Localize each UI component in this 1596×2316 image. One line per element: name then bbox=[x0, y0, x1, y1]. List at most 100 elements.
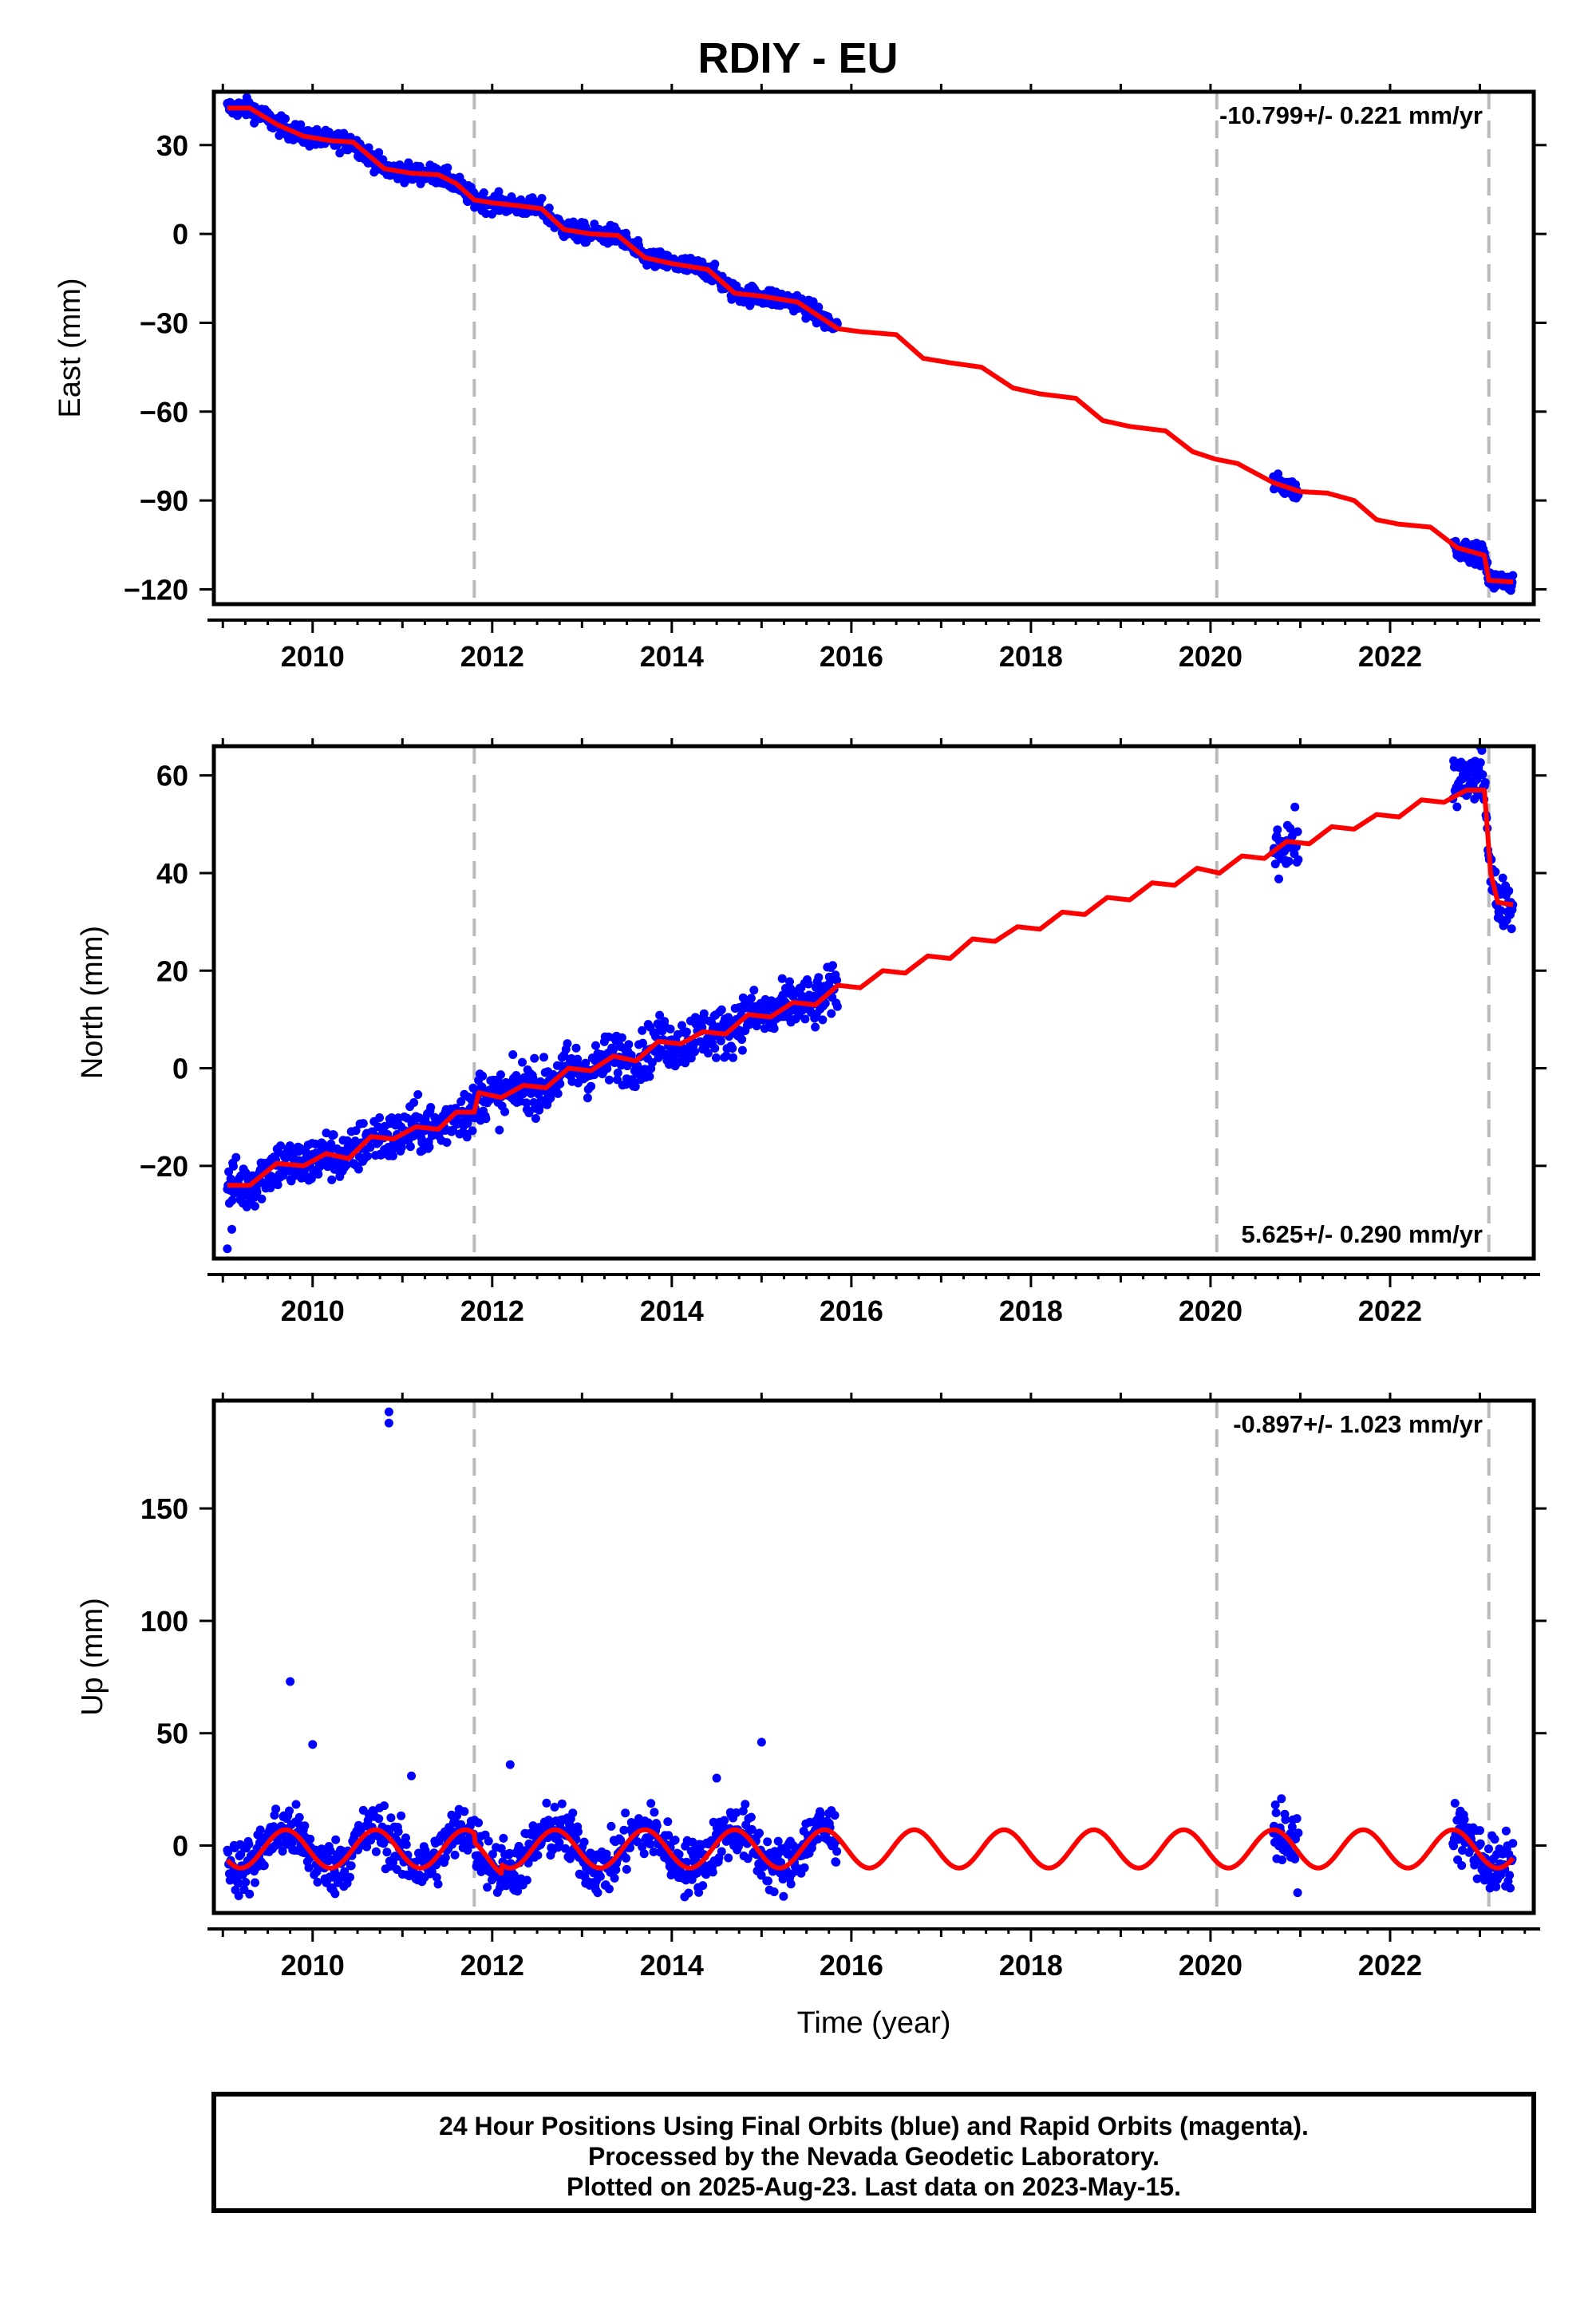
data-point bbox=[1290, 802, 1300, 812]
data-point bbox=[499, 1833, 508, 1843]
data-point bbox=[460, 1807, 469, 1816]
data-point bbox=[306, 1834, 315, 1844]
data-point bbox=[1476, 1826, 1484, 1836]
data-point bbox=[743, 1854, 753, 1863]
data-point bbox=[1484, 1844, 1493, 1854]
data-point bbox=[1270, 860, 1280, 869]
data-point bbox=[1294, 1828, 1303, 1838]
data-point bbox=[602, 1064, 612, 1073]
data-point bbox=[757, 1871, 766, 1880]
data-point bbox=[227, 1224, 237, 1234]
plot-area bbox=[223, 746, 1518, 1259]
data-point bbox=[681, 1027, 691, 1037]
data-point bbox=[595, 1871, 605, 1881]
model-line bbox=[225, 1827, 1515, 1876]
x-tick-label: 2020 bbox=[1179, 1949, 1242, 1982]
x-axis-label: Time (year) bbox=[797, 2006, 951, 2040]
data-point bbox=[694, 1887, 704, 1897]
x-tick-label: 2012 bbox=[460, 640, 524, 673]
y-tick-label: 0 bbox=[172, 1053, 188, 1085]
data-point bbox=[716, 1036, 725, 1045]
data-point bbox=[738, 1806, 748, 1816]
data-point bbox=[827, 1009, 836, 1018]
data-point bbox=[1501, 1826, 1511, 1836]
data-point bbox=[708, 1867, 717, 1877]
data-point bbox=[241, 1878, 251, 1887]
data-point bbox=[313, 1877, 322, 1887]
x-tick-label: 2022 bbox=[1358, 1949, 1422, 1982]
data-point bbox=[1281, 1815, 1290, 1824]
data-point bbox=[732, 1808, 741, 1817]
data-point bbox=[555, 1079, 565, 1089]
data-point bbox=[593, 1888, 602, 1898]
data-point bbox=[755, 1828, 764, 1838]
data-point bbox=[557, 1799, 567, 1808]
data-point bbox=[710, 259, 720, 269]
data-point bbox=[800, 1863, 809, 1872]
data-point bbox=[611, 1865, 621, 1875]
rate-annotation: -0.897+/- 1.023 mm/yr bbox=[1233, 1410, 1483, 1438]
processing-note: Processed by the Nevada Geodetic Laborat… bbox=[587, 2142, 1160, 2171]
data-point bbox=[1460, 1815, 1469, 1824]
data-point bbox=[231, 1152, 241, 1162]
data-point bbox=[561, 1844, 570, 1853]
data-point bbox=[405, 1142, 415, 1152]
data-point bbox=[613, 1068, 622, 1077]
x-tick-label: 2018 bbox=[999, 1949, 1063, 1982]
data-point bbox=[296, 120, 306, 129]
data-point bbox=[630, 1082, 640, 1092]
data-point bbox=[717, 1005, 726, 1014]
y-tick-label: −120 bbox=[124, 573, 188, 606]
data-point bbox=[720, 1816, 729, 1825]
data-point bbox=[533, 1851, 543, 1860]
data-point bbox=[524, 1109, 534, 1117]
data-point bbox=[587, 1081, 596, 1091]
data-point bbox=[440, 1853, 450, 1863]
data-point bbox=[294, 1812, 304, 1822]
rate-annotation: 5.625+/- 0.290 mm/yr bbox=[1242, 1220, 1483, 1248]
data-point bbox=[346, 1861, 356, 1871]
data-point bbox=[384, 1407, 393, 1417]
data-point bbox=[613, 1075, 622, 1085]
data-point bbox=[276, 1141, 285, 1151]
plot-frame bbox=[211, 89, 1536, 607]
data-point bbox=[371, 1847, 381, 1856]
data-point bbox=[365, 1143, 375, 1152]
data-point bbox=[688, 1837, 697, 1847]
data-point bbox=[484, 1836, 493, 1846]
data-point bbox=[494, 187, 504, 196]
data-point bbox=[522, 1098, 531, 1108]
data-point bbox=[409, 1098, 419, 1107]
data-point bbox=[655, 1010, 665, 1020]
data-point bbox=[717, 1847, 726, 1856]
data-point bbox=[763, 1837, 772, 1847]
data-point bbox=[1491, 1882, 1501, 1891]
data-point bbox=[314, 1169, 323, 1179]
data-point bbox=[358, 1119, 368, 1128]
y-tick-label: 0 bbox=[172, 1830, 188, 1863]
data-point bbox=[553, 1089, 563, 1098]
data-point bbox=[285, 1141, 294, 1151]
data-point bbox=[1270, 1800, 1280, 1809]
data-point bbox=[236, 1850, 246, 1860]
data-point bbox=[373, 1122, 383, 1132]
data-point bbox=[645, 1072, 654, 1081]
data-point bbox=[342, 1160, 351, 1170]
model-line bbox=[226, 105, 1515, 585]
data-point bbox=[604, 1884, 614, 1894]
data-point bbox=[1470, 794, 1479, 804]
data-point bbox=[649, 1847, 658, 1856]
panel-1: 2010 2012 2014 2016 2018 2020 2022 30 0 −30 −60 −90… bbox=[53, 84, 1547, 673]
data-point bbox=[384, 1418, 393, 1428]
data-point bbox=[650, 1808, 659, 1817]
data-point bbox=[479, 188, 488, 197]
x-tick-label: 2014 bbox=[640, 1294, 704, 1327]
data-point bbox=[433, 1879, 443, 1889]
data-point bbox=[674, 1850, 684, 1859]
data-point bbox=[555, 1838, 564, 1848]
x-tick-label: 2022 bbox=[1358, 640, 1422, 673]
data-point bbox=[832, 1847, 842, 1856]
x-tick-label: 2014 bbox=[640, 640, 704, 673]
x-tick-label: 2012 bbox=[460, 1949, 524, 1982]
data-point bbox=[362, 1842, 372, 1852]
